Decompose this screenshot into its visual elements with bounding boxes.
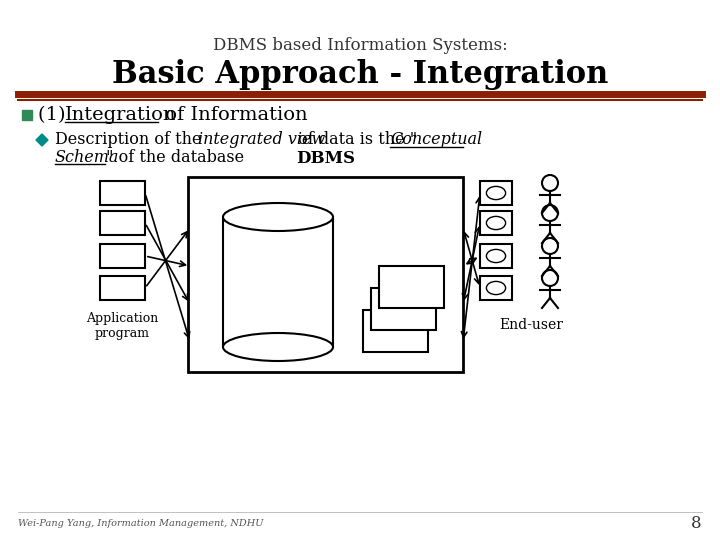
- Ellipse shape: [487, 186, 505, 200]
- Text: " of the database: " of the database: [106, 148, 244, 165]
- Bar: [188, 177, 463, 372]
- Text: Conceptual: Conceptual: [390, 132, 482, 148]
- Text: of data is the ": of data is the ": [293, 132, 418, 148]
- Ellipse shape: [487, 217, 505, 230]
- Text: Integration: Integration: [65, 106, 176, 124]
- Text: Application
program: Application program: [86, 312, 158, 340]
- Bar: [379, 266, 444, 308]
- Bar: [22, 110, 32, 120]
- Bar: [100, 211, 145, 235]
- Ellipse shape: [487, 249, 505, 262]
- Bar: [100, 276, 145, 300]
- Bar: [480, 181, 512, 205]
- Bar: [371, 288, 436, 330]
- Bar: [363, 310, 428, 352]
- Text: DBMS: DBMS: [296, 150, 355, 167]
- Polygon shape: [36, 134, 48, 146]
- Text: (1): (1): [38, 106, 72, 124]
- Ellipse shape: [223, 203, 333, 231]
- Bar: [480, 276, 512, 300]
- Bar: [480, 211, 512, 235]
- Ellipse shape: [223, 333, 333, 361]
- Text: Schema: Schema: [55, 148, 120, 165]
- Text: Basic Approach - Integration: Basic Approach - Integration: [112, 59, 608, 91]
- Bar: [100, 244, 145, 268]
- Ellipse shape: [223, 203, 333, 231]
- Text: 8: 8: [691, 516, 702, 532]
- Text: of Information: of Information: [159, 106, 307, 124]
- Text: End-user: End-user: [499, 318, 563, 332]
- Text: Description of the: Description of the: [55, 132, 207, 148]
- Text: DBMS based Information Systems:: DBMS based Information Systems:: [212, 37, 508, 53]
- Bar: [100, 181, 145, 205]
- Bar: [480, 244, 512, 268]
- Text: integrated view: integrated view: [198, 132, 325, 148]
- Text: Wei-Pang Yang, Information Management, NDHU: Wei-Pang Yang, Information Management, N…: [18, 519, 264, 529]
- Ellipse shape: [487, 281, 505, 295]
